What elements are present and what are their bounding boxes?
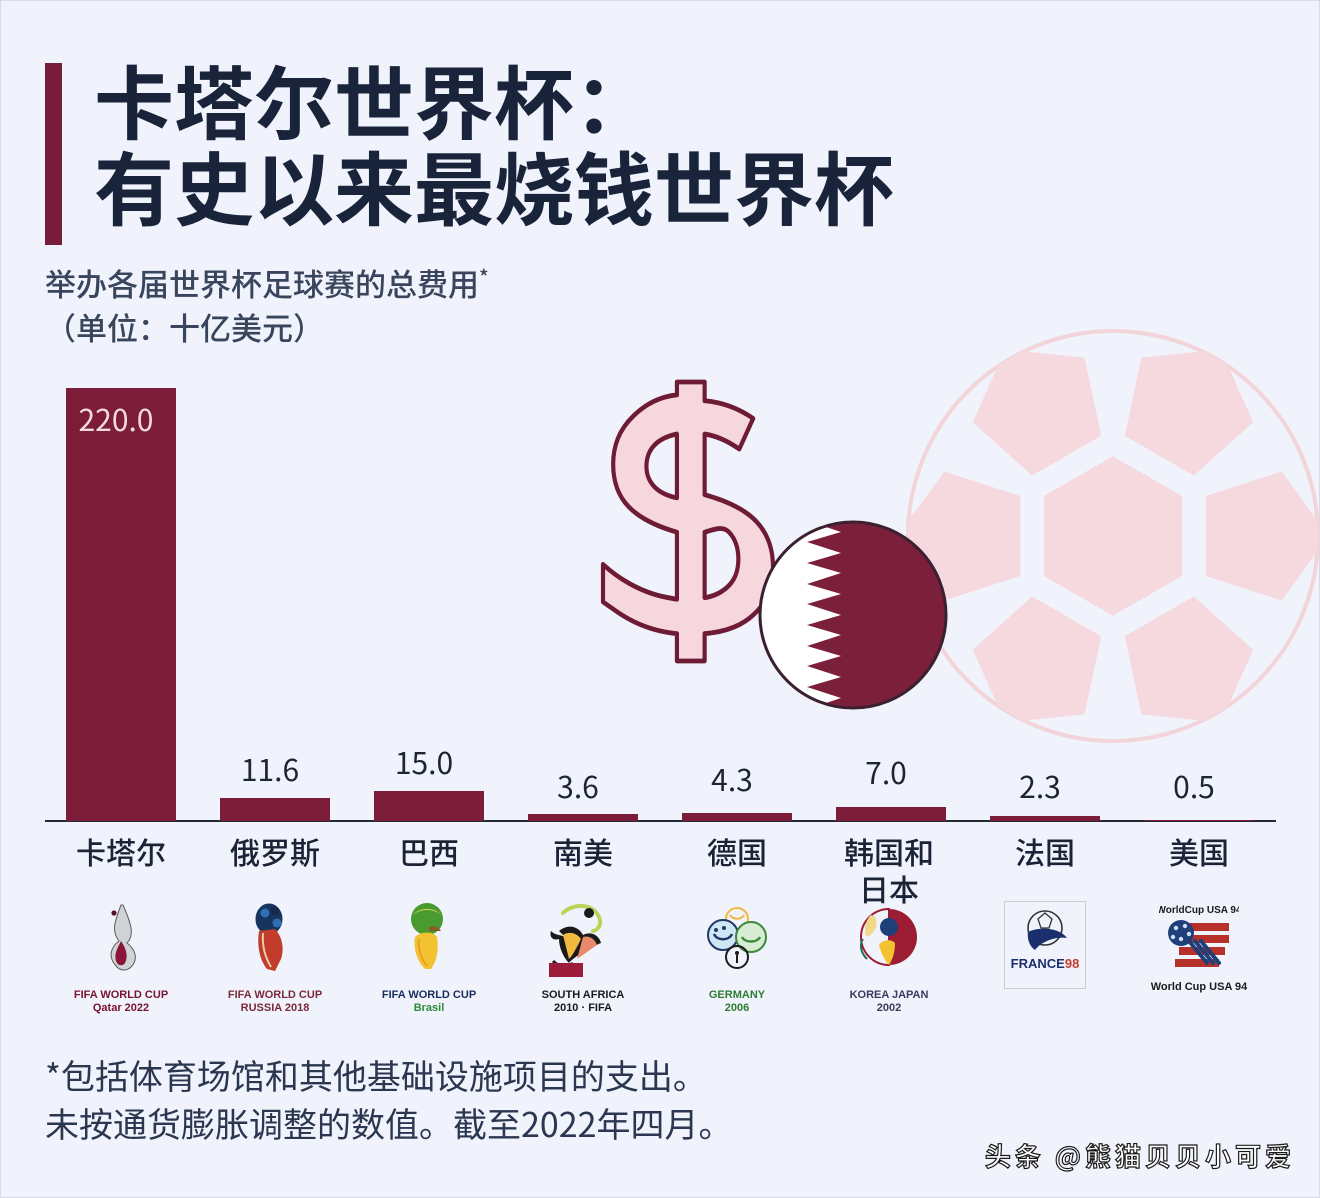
svg-text:WorldCup USA 94: WorldCup USA 94 [1159,905,1239,916]
svg-text:FRANCE98: FRANCE98 [1011,956,1080,971]
